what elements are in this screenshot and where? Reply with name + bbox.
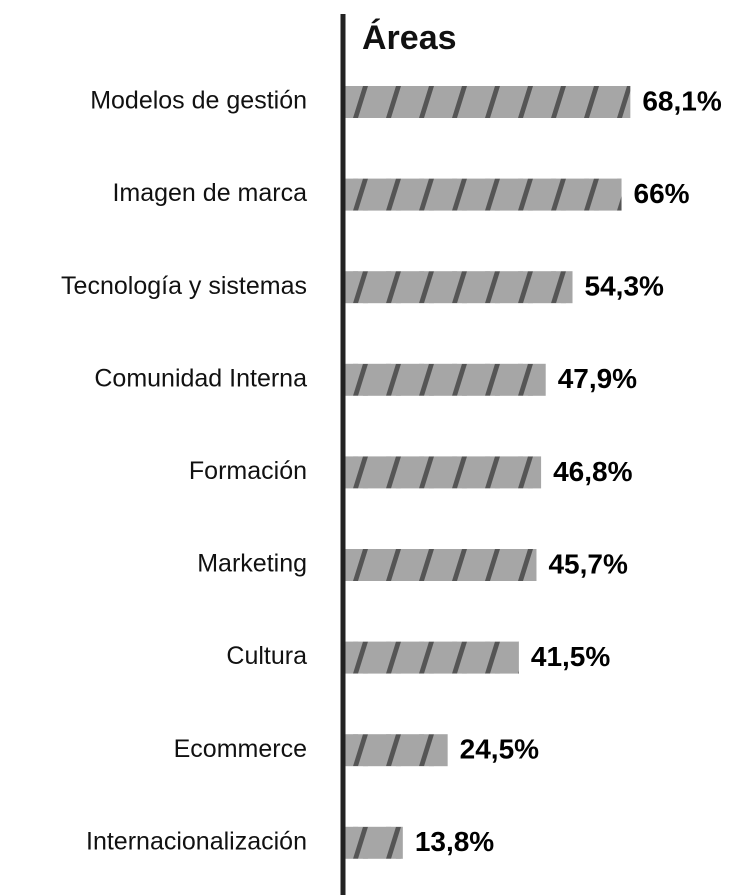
value-label: 47,9% xyxy=(558,363,637,394)
value-label: 46,8% xyxy=(553,456,632,487)
category-label: Internacionalización xyxy=(86,827,307,855)
value-label: 68,1% xyxy=(642,85,721,116)
bar xyxy=(345,826,403,859)
category-label: Ecommerce xyxy=(174,735,307,763)
category-label: Comunidad Interna xyxy=(94,364,307,392)
value-label: 13,8% xyxy=(415,826,494,857)
category-label: Cultura xyxy=(226,642,307,670)
value-label: 41,5% xyxy=(531,641,610,672)
bar xyxy=(345,271,573,304)
bar xyxy=(345,178,622,211)
bar xyxy=(345,734,448,767)
bar xyxy=(345,549,537,581)
bar xyxy=(345,641,519,674)
value-label: 45,7% xyxy=(548,548,627,579)
value-label: 54,3% xyxy=(585,271,664,302)
category-label: Tecnología y sistemas xyxy=(61,272,307,300)
category-label: Formación xyxy=(189,457,307,485)
value-label: 24,5% xyxy=(460,734,539,765)
bar xyxy=(345,86,631,118)
category-label: Modelos de gestión xyxy=(90,87,307,115)
bar xyxy=(345,456,542,489)
bar xyxy=(345,363,546,396)
category-label: Marketing xyxy=(197,550,307,578)
category-label: Imagen de marca xyxy=(112,179,307,207)
value-label: 66% xyxy=(634,178,690,209)
chart-title: Áreas xyxy=(362,19,457,57)
